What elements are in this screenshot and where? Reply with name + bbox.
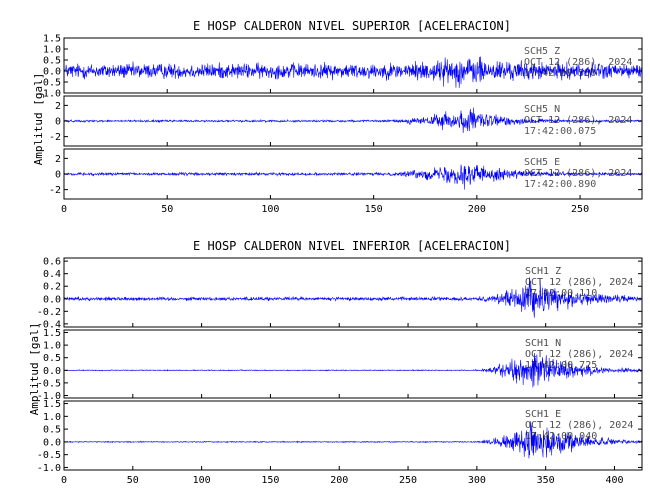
chart-inferior-xtick-label-0: 0: [61, 475, 67, 486]
chart-inferior-title: E HOSP CALDERON NIVEL INFERIOR [ACELERAC…: [193, 239, 511, 253]
panel-sch1-z-ytick-label-3: 0.0: [43, 294, 61, 305]
chart-superior-xtick-label-4: 200: [468, 204, 486, 215]
chart-superior: E HOSP CALDERON NIVEL SUPERIOR [ACELERAC…: [32, 19, 643, 215]
panel-sch1-z-channel: SCH1 Z: [525, 266, 561, 277]
panel-sch5-e-ytick-label-0: 2: [55, 154, 61, 165]
panel-sch5-z-ytick-label-3: 0.0: [43, 67, 61, 78]
chart-superior-title: E HOSP CALDERON NIVEL SUPERIOR [ACELERAC…: [193, 19, 511, 33]
panel-sch1-e-ytick-label-5: -1.0: [37, 463, 61, 474]
panel-sch5-n-ytick-label-1: 0: [55, 117, 61, 128]
panel-sch1-n: 1.5 1.00.5 0.0-0.5 -1.0 SCH1 N OCT 12 (286)…: [37, 328, 643, 402]
chart-inferior-xtick-label-3: 150: [261, 475, 279, 486]
panel-sch5-e-yticks: 2 0 -2: [49, 154, 642, 196]
panel-sch1-e: 1.5 1.0 0.50.0 -0.5 -1.0 SCH1 E OCT 12 (286)…: [37, 399, 643, 474]
chart-inferior-xtick-label-6: 300: [468, 475, 486, 486]
panel-sch1-z-yticks: 0.60.4 0.20.0 -0.2-0.4: [37, 257, 642, 330]
panel-sch5-z-ytick-label-4: -0.5: [37, 78, 61, 89]
chart-superior-xticks: 0 50 100 150 200 250: [61, 89, 589, 215]
panel-sch1-n-channel: SCH1 N: [525, 338, 561, 349]
chart-superior-xtick-label-2: 100: [261, 204, 279, 215]
panel-sch5-z-ytick-label-5: -1.0: [37, 89, 61, 100]
panel-sch5-z-ytick-label-2: 0.5: [43, 56, 61, 67]
panel-sch1-n-ytick-label-4: -0.5: [37, 378, 61, 389]
panel-sch1-z-frame: [63, 257, 643, 328]
panel-sch1-z-ytick-label-4: -0.2: [37, 307, 61, 318]
trace-sch1-n: [63, 353, 643, 388]
panel-sch1-n-ytick-label-0: 1.5: [43, 328, 61, 339]
chart-inferior: E HOSP CALDERON NIVEL INFERIOR [ACELERAC…: [28, 239, 643, 486]
panel-sch5-e-ytick-label-1: 0: [55, 170, 61, 181]
panel-sch5-e-date: OCT 12 (286), 2024: [524, 168, 632, 179]
panel-sch5-z-date: OCT 12 (286), 2024: [524, 57, 632, 68]
panel-sch1-z-time: 17:42:00.110: [525, 288, 597, 299]
panel-sch1-e-channel: SCH1 E: [525, 409, 561, 420]
panel-sch5-n-time: 17:42:00.075: [524, 126, 596, 137]
panel-sch5-z-channel: SCH5 Z: [524, 46, 560, 57]
panel-sch5-z-ytick-label-1: 1.0: [43, 45, 61, 56]
panel-sch1-e-ytick-label-4: -0.5: [37, 450, 61, 461]
panel-sch1-n-date: OCT 12 (286), 2024: [525, 349, 633, 360]
panel-sch5-z-yticks: 1.51.00.50.0-0.5-1.0: [37, 34, 642, 100]
chart-inferior-xtick-label-8: 400: [605, 475, 623, 486]
panel-sch5-n-ytick-label-0: 2: [55, 101, 61, 112]
panel-sch5-n: 2 0 -2 SCH5 N OCT 12 (286), 2024 17:42:00.…: [49, 95, 643, 147]
panel-sch1-e-date: OCT 12 (286), 2024: [525, 420, 633, 431]
panel-sch1-n-ytick-label-2: 0.5: [43, 353, 61, 364]
panel-sch5-n-yticks: 2 0 -2: [49, 101, 642, 143]
panel-sch1-e-ytick-label-1: 1.0: [43, 412, 61, 423]
panel-sch1-n-time: 17:42:00.725: [525, 360, 597, 371]
trace-sch1-e: [63, 421, 643, 459]
panel-sch1-e-ytick-label-0: 1.5: [43, 399, 61, 410]
panel-sch5-e-ytick-label-2: -2: [49, 185, 61, 196]
panel-sch1-z-ytick-label-5: -0.4: [37, 319, 61, 330]
trace-sch5-n: [63, 107, 643, 134]
panel-sch5-z-frame: [63, 37, 643, 94]
panel-sch1-n-ytick-label-1: 1.0: [43, 341, 61, 352]
panel-sch1-n-frame: [63, 329, 643, 399]
panel-sch5-e-time: 17:42:00.890: [524, 179, 596, 190]
panel-sch1-z: 0.60.4 0.20.0 -0.2-0.4 SCH1 Z OCT 12 (286)…: [37, 257, 643, 330]
chart-superior-xtick-label-1: 50: [161, 204, 173, 215]
chart-superior-ylabel: Amplitud [gal]: [32, 73, 45, 166]
panel-sch1-e-ytick-label-2: 0.5: [43, 425, 61, 436]
panel-sch5-z-ytick-label-0: 1.5: [43, 34, 61, 45]
panel-sch5-n-channel: SCH5 N: [524, 104, 560, 115]
chart-inferior-xticks: 0 50 100 150 200 250 300 350 400: [61, 323, 624, 486]
panel-sch5-e: 2 0 -2 SCH5 E OCT 12 (286), 2024 17:42:00.…: [49, 148, 643, 200]
panel-sch5-n-ytick-label-2: -2: [49, 132, 61, 143]
chart-superior-xtick-label-0: 0: [61, 204, 67, 215]
chart-superior-xtick-label-5: 250: [571, 204, 589, 215]
chart-inferior-xtick-label-4: 200: [330, 475, 348, 486]
chart-inferior-ylabel: Amplitud [gal]: [28, 323, 41, 416]
panel-sch5-z-time: 17:42:00.550: [524, 68, 596, 79]
chart-inferior-xtick-label-5: 250: [399, 475, 417, 486]
panel-sch1-z-date: OCT 12 (286), 2024: [525, 277, 633, 288]
panel-sch1-z-ytick-label-2: 0.2: [43, 282, 61, 293]
panel-sch5-z: 1.51.00.50.0-0.5-1.0 SCH5 Z OCT 12 (286)…: [37, 34, 643, 100]
panel-sch5-n-date: OCT 12 (286), 2024: [524, 115, 632, 126]
panel-sch5-e-channel: SCH5 E: [524, 157, 560, 168]
panel-sch1-e-ytick-label-3: 0.0: [43, 437, 61, 448]
trace-sch5-e: [63, 164, 643, 190]
trace-sch5-z: [63, 56, 643, 88]
panel-sch1-z-ytick-label-0: 0.6: [43, 257, 61, 268]
panel-sch1-e-time: 17:42:00.040: [525, 431, 597, 442]
chart-superior-xtick-label-3: 150: [365, 204, 383, 215]
panel-sch1-n-ytick-label-5: -1.0: [37, 391, 61, 402]
trace-sch1-z: [63, 277, 643, 318]
panel-sch1-e-yticks: 1.5 1.0 0.50.0 -0.5 -1.0: [37, 399, 642, 474]
chart-inferior-xtick-label-7: 350: [537, 475, 555, 486]
chart-inferior-xtick-label-2: 100: [193, 475, 211, 486]
chart-inferior-xtick-label-1: 50: [127, 475, 139, 486]
panel-sch1-n-yticks: 1.5 1.00.5 0.0-0.5 -1.0: [37, 328, 642, 402]
panel-sch1-e-frame: [63, 400, 643, 471]
panel-sch1-z-ytick-label-1: 0.4: [43, 269, 61, 280]
panel-sch1-n-ytick-label-3: 0.0: [43, 366, 61, 377]
